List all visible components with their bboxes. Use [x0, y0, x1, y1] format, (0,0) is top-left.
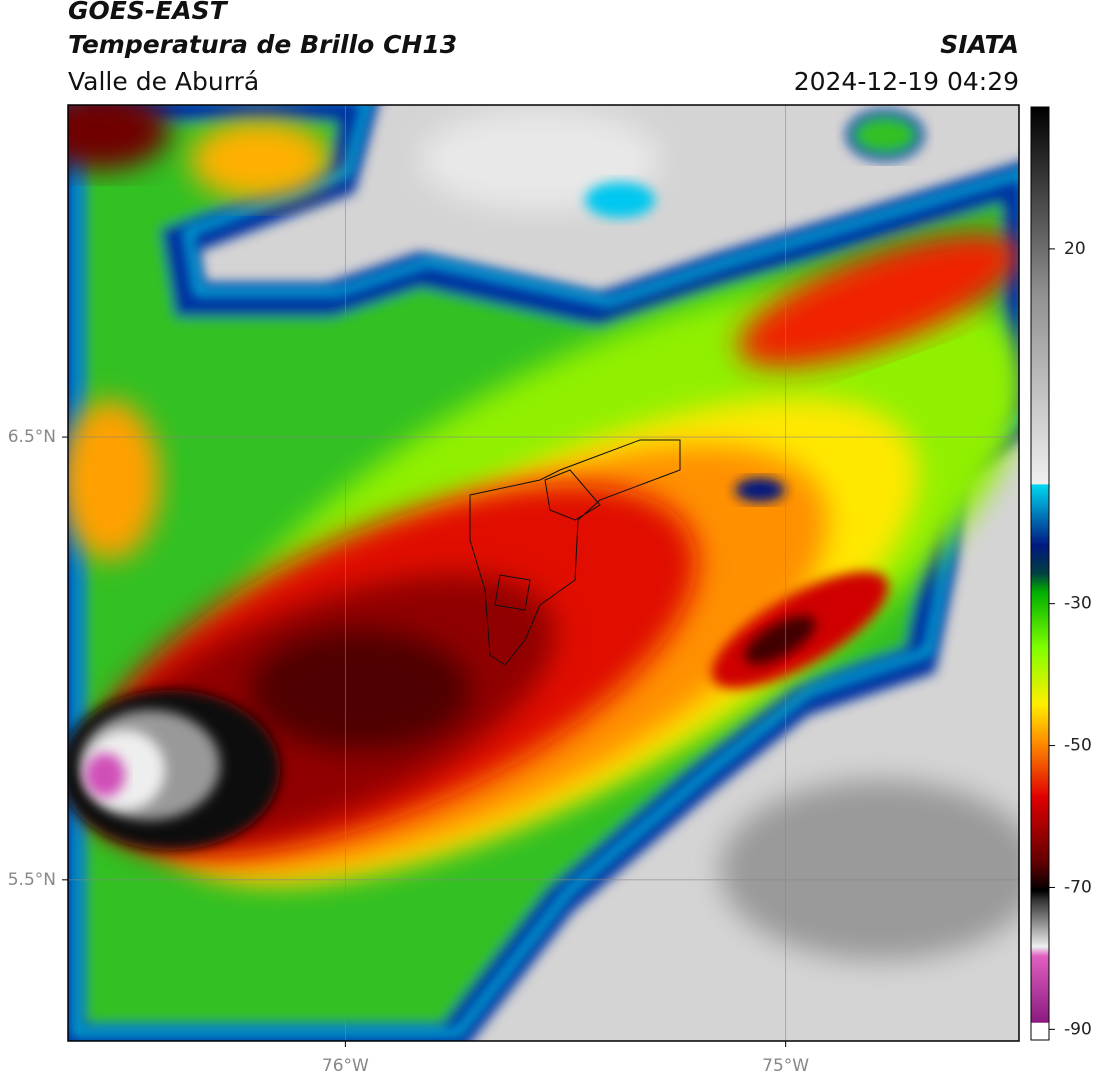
colorbar-tick-label: -50	[1064, 736, 1092, 756]
colorbar-tick-label: -90	[1064, 1019, 1092, 1039]
colorbar	[1030, 106, 1050, 1041]
satellite-image	[68, 105, 1019, 1041]
map-frame	[67, 104, 1020, 1042]
region-label: Valle de Aburrá	[68, 67, 259, 96]
colorbar-tick-label: -70	[1064, 877, 1092, 897]
graticule	[68, 105, 1019, 1041]
product-title: Temperatura de Brillo CH13	[68, 30, 457, 59]
source-label: SIATA	[940, 30, 1019, 59]
datetime-label: 2024-12-19 04:29	[794, 67, 1019, 96]
satellite-title: GOES-EAST	[68, 0, 229, 25]
lat-tick-label: 6.5°N	[8, 427, 56, 447]
colorbar-tick-label: 20	[1064, 239, 1086, 259]
colorbar-tick-label: -30	[1064, 594, 1092, 614]
lon-tick-label: 76°W	[322, 1056, 369, 1076]
lat-tick-label: 5.5°N	[8, 870, 56, 890]
lon-tick-label: 75°W	[762, 1056, 809, 1076]
